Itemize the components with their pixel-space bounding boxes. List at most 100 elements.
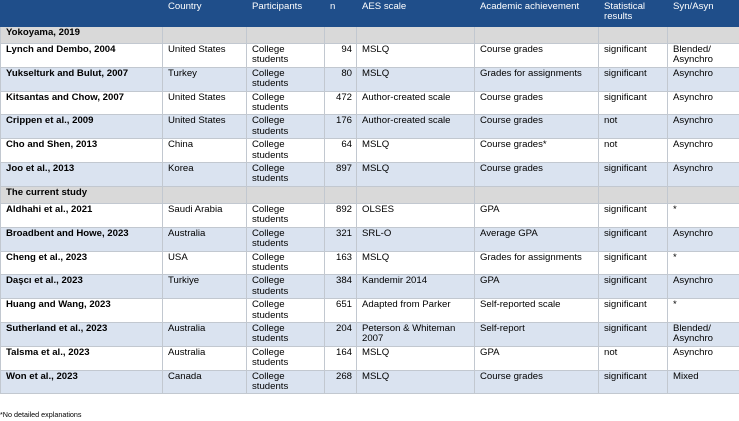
section-row: Yokoyama, 2019 — [0, 26, 739, 44]
n-cell: 64 — [324, 138, 357, 164]
country-cell: USA — [162, 250, 247, 276]
participants-cell: College students — [246, 369, 325, 395]
results-cell: not — [598, 138, 668, 164]
n-cell: 268 — [324, 369, 357, 395]
achievement-cell: Self-report — [474, 321, 599, 347]
achievement-cell: Course grades* — [474, 138, 599, 164]
country-cell — [162, 298, 247, 323]
participants-cell: College students — [246, 162, 325, 187]
study-cell: Yukselturk and Bulut, 2007 — [0, 66, 163, 92]
study-cell: Won et al., 2023 — [0, 369, 163, 395]
syn-asyn-cell: Asynchro — [667, 162, 739, 187]
section-empty-cell — [162, 26, 247, 44]
n-cell: 321 — [324, 226, 357, 252]
results-cell: significant — [598, 43, 668, 68]
country-cell: Australia — [162, 226, 247, 252]
table-row: Broadbent and Howe, 2023 Australia College… — [0, 226, 739, 252]
section-empty-cell — [356, 185, 475, 204]
studies-table: Country Participants n AES scale Academi… — [0, 0, 739, 395]
study-cell: Broadbent and Howe, 2023 — [0, 226, 163, 252]
section-empty-cell — [474, 26, 599, 44]
syn-asyn-cell: Blended/ Asynchro — [667, 321, 739, 347]
section-empty-cell — [667, 26, 739, 44]
country-cell: Saudi Arabia — [162, 202, 247, 228]
participants-cell: College students — [246, 66, 325, 92]
header-statistical-results: Statistical results — [598, 0, 668, 27]
study-cell: Crippen et al., 2009 — [0, 114, 163, 140]
study-cell: Lynch and Dembo, 2004 — [0, 43, 163, 68]
syn-asyn-cell: * — [667, 250, 739, 276]
results-cell: not — [598, 114, 668, 140]
aes-scale-cell: MSLQ — [356, 66, 475, 92]
study-cell: Daşcı et al., 2023 — [0, 274, 163, 300]
achievement-cell: Grades for assignments — [474, 250, 599, 276]
aes-scale-cell: Peterson & Whiteman 2007 — [356, 321, 475, 347]
syn-asyn-cell: Blended/ Asynchro — [667, 43, 739, 68]
footnote: *No detailed explanations — [0, 410, 82, 419]
results-cell: significant — [598, 298, 668, 323]
achievement-cell: GPA — [474, 202, 599, 228]
section-empty-cell — [474, 185, 599, 204]
study-cell: Cheng et al., 2023 — [0, 250, 163, 276]
header-participants: Participants — [246, 0, 325, 27]
achievement-cell: Course grades — [474, 90, 599, 116]
section-empty-cell — [598, 185, 668, 204]
results-cell: significant — [598, 274, 668, 300]
syn-asyn-cell: Asynchro — [667, 138, 739, 164]
table-row: Huang and Wang, 2023 College students 651 A… — [0, 298, 739, 323]
participants-cell: College students — [246, 43, 325, 68]
results-cell: significant — [598, 66, 668, 92]
n-cell: 94 — [324, 43, 357, 68]
table-row: Crippen et al., 2009 United States College… — [0, 114, 739, 140]
table-row: Lynch and Dembo, 2004 United States Colleg… — [0, 43, 739, 68]
participants-cell: College students — [246, 345, 325, 371]
participants-cell: College students — [246, 202, 325, 228]
syn-asyn-cell: * — [667, 202, 739, 228]
header-row: Country Participants n AES scale Academi… — [0, 0, 739, 27]
syn-asyn-cell: * — [667, 298, 739, 323]
country-cell: Korea — [162, 162, 247, 187]
aes-scale-cell: MSLQ — [356, 369, 475, 395]
n-cell: 897 — [324, 162, 357, 187]
table-row: Cho and Shen, 2013 China College students 6… — [0, 138, 739, 164]
achievement-cell: GPA — [474, 345, 599, 371]
aes-scale-cell: Author-created scale — [356, 114, 475, 140]
results-cell: not — [598, 345, 668, 371]
country-cell: China — [162, 138, 247, 164]
n-cell: 80 — [324, 66, 357, 92]
n-cell: 384 — [324, 274, 357, 300]
achievement-cell: GPA — [474, 274, 599, 300]
section-empty-cell — [324, 185, 357, 204]
table-row: Daşcı et al., 2023 Turkiye College student… — [0, 274, 739, 300]
participants-cell: College students — [246, 274, 325, 300]
results-cell: significant — [598, 250, 668, 276]
study-cell: Aldhahi et al., 2021 — [0, 202, 163, 228]
results-cell: significant — [598, 321, 668, 347]
n-cell: 472 — [324, 90, 357, 116]
section-empty-cell — [246, 185, 325, 204]
country-cell: United States — [162, 43, 247, 68]
table-row: Kitsantas and Chow, 2007 United States Col… — [0, 90, 739, 116]
results-cell: significant — [598, 226, 668, 252]
country-cell: Turkey — [162, 66, 247, 92]
study-cell: Talsma et al., 2023 — [0, 345, 163, 371]
table-row: Won et al., 2023 Canada College students 26… — [0, 369, 739, 395]
country-cell: United States — [162, 90, 247, 116]
achievement-cell: Average GPA — [474, 226, 599, 252]
country-cell: Australia — [162, 321, 247, 347]
achievement-cell: Self-reported scale — [474, 298, 599, 323]
n-cell: 892 — [324, 202, 357, 228]
n-cell: 651 — [324, 298, 357, 323]
table-row: Sutherland et al., 2023 Australia College … — [0, 321, 739, 347]
table-row: Talsma et al., 2023 Australia College stud… — [0, 345, 739, 371]
aes-scale-cell: OLSES — [356, 202, 475, 228]
n-cell: 204 — [324, 321, 357, 347]
results-cell: significant — [598, 369, 668, 395]
syn-asyn-cell: Mixed — [667, 369, 739, 395]
syn-asyn-cell: Asynchro — [667, 66, 739, 92]
aes-scale-cell: MSLQ — [356, 138, 475, 164]
section-empty-cell — [162, 185, 247, 204]
participants-cell: College students — [246, 226, 325, 252]
section-empty-cell — [598, 26, 668, 44]
country-cell: United States — [162, 114, 247, 140]
